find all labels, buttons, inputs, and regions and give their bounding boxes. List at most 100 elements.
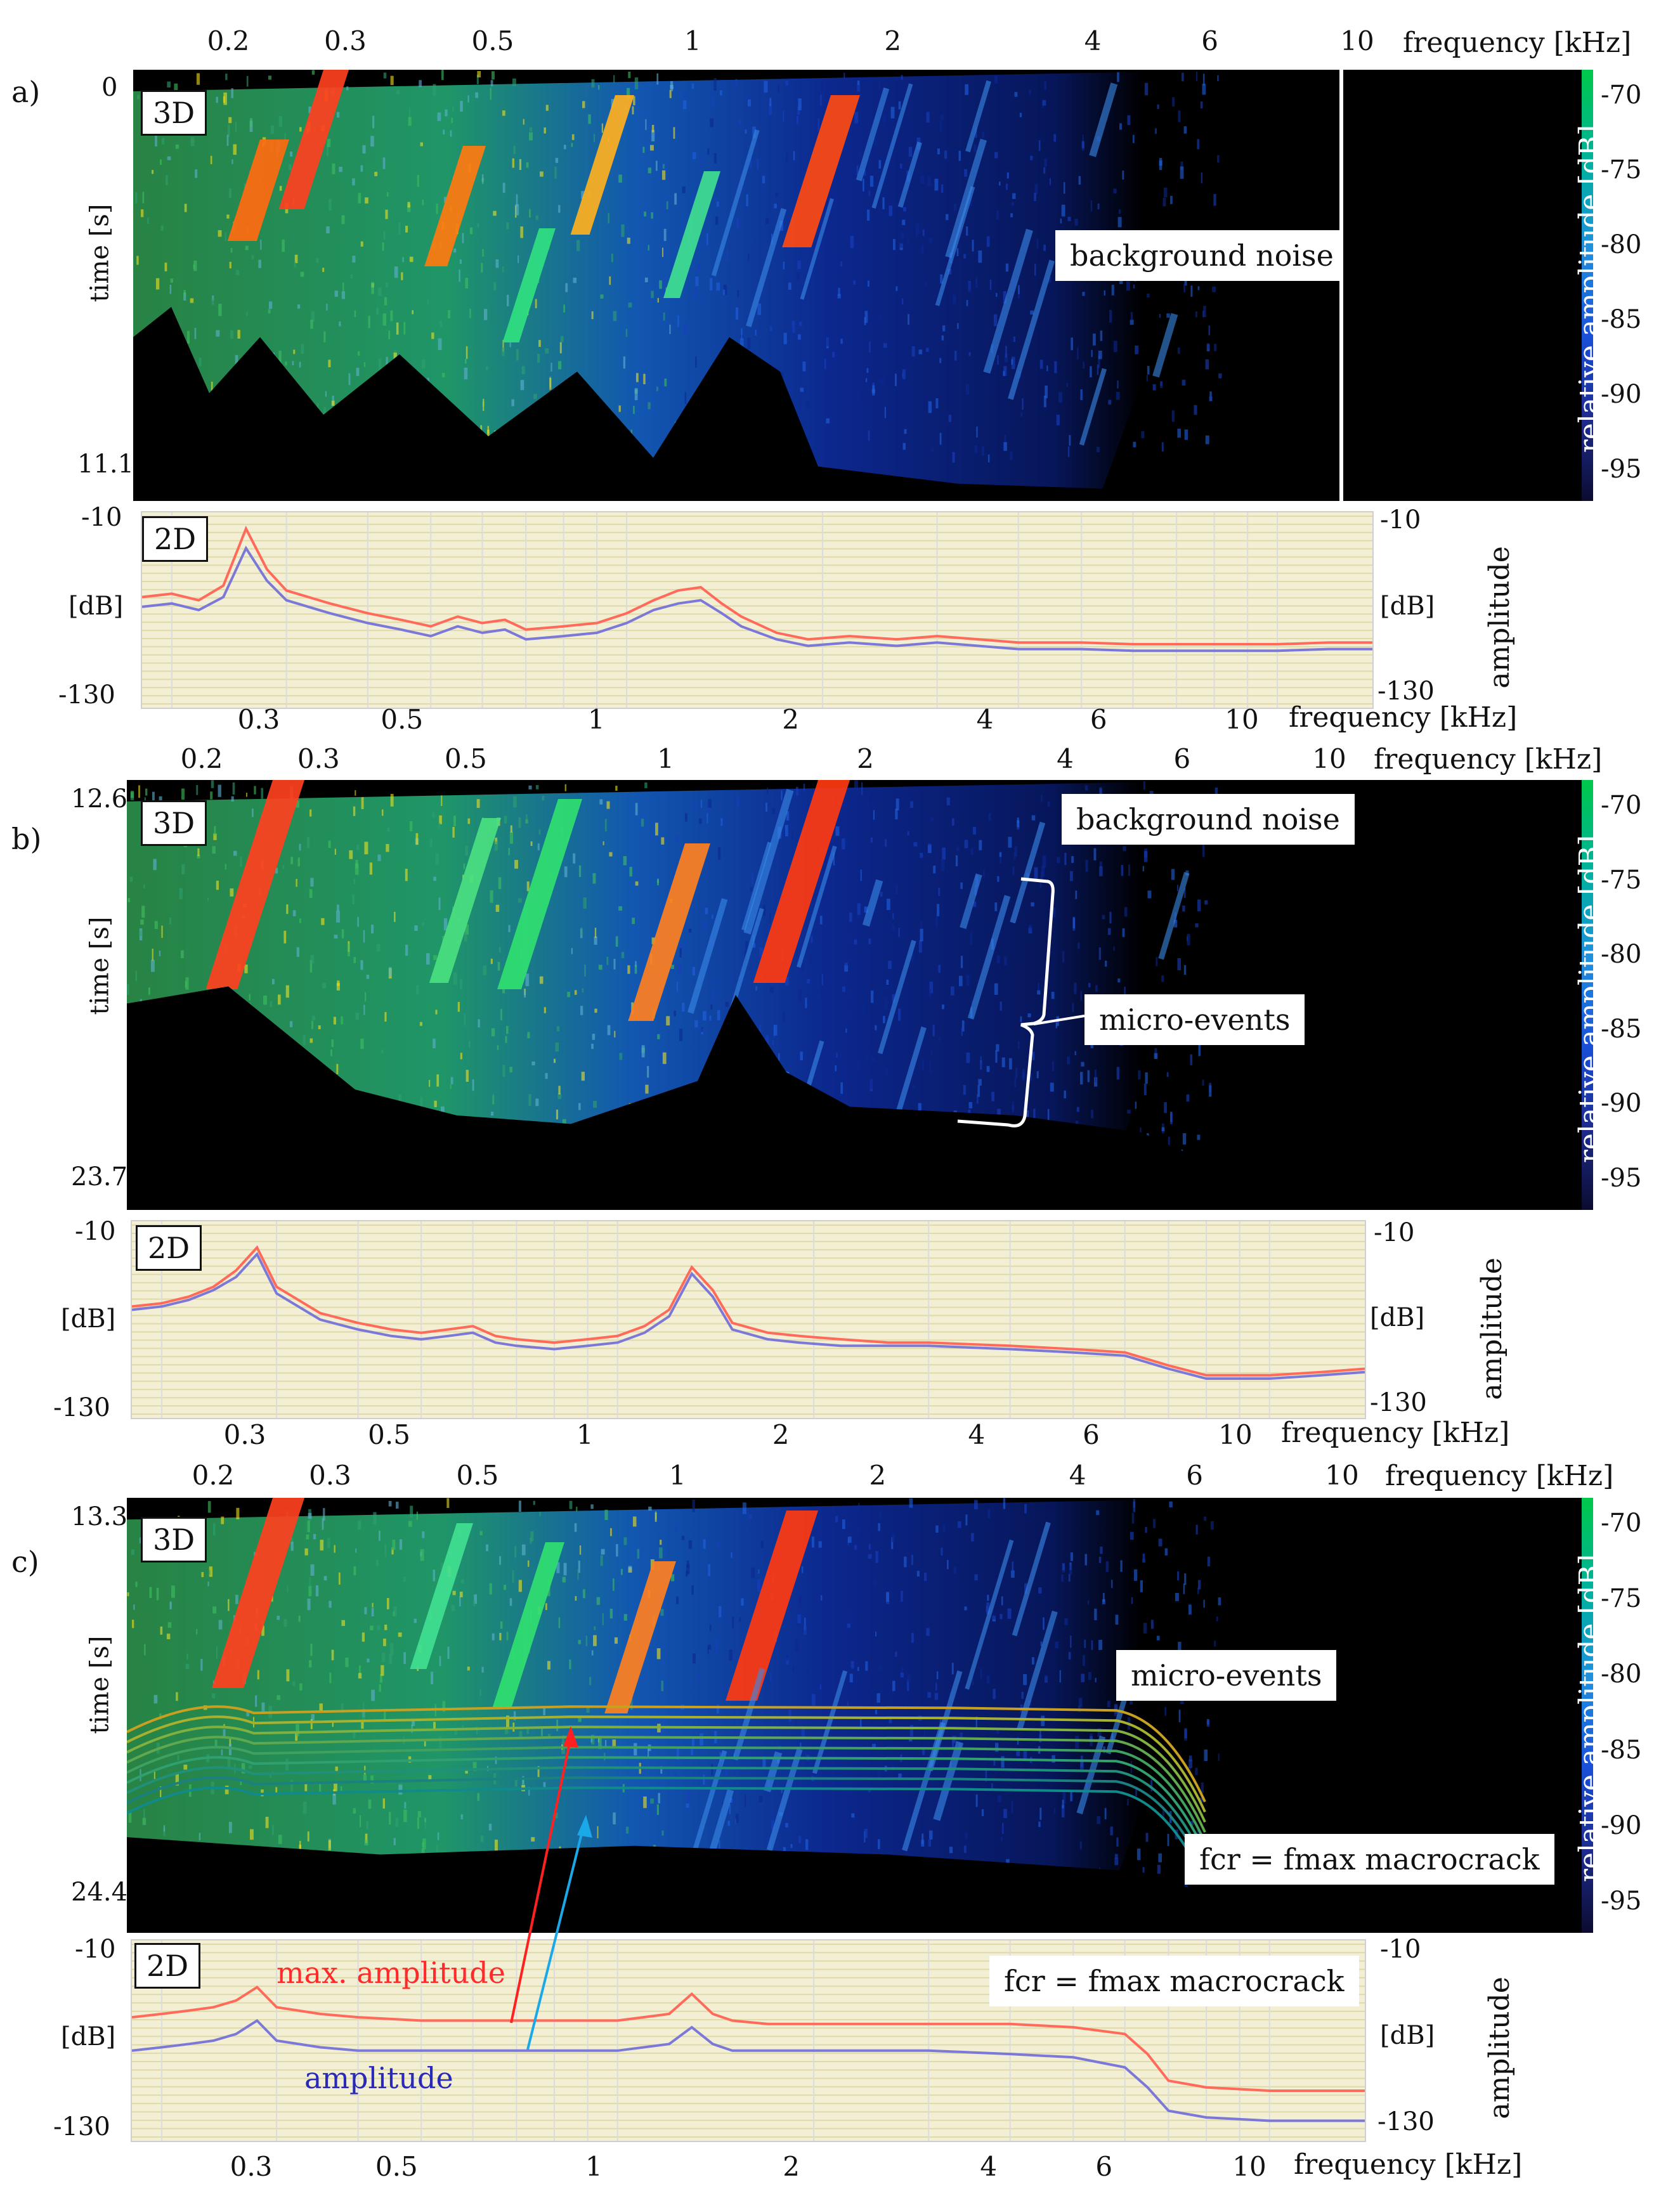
spectrogram-texture [159,951,161,956]
spectrogram-texture [695,276,699,287]
spectrogram-texture [543,1706,546,1716]
spectrogram-texture [337,980,340,986]
spectrogram-texture [453,249,457,253]
spectrogram-peak-ridge [424,146,486,266]
spectrogram-texture [358,351,360,356]
spectrogram-texture [675,835,678,842]
spectrogram-texture [884,998,889,1010]
spectrogram-texture [929,981,934,994]
spectrogram-texture [648,1506,652,1511]
spectrogram-texture [739,1617,741,1622]
spectrogram-texture [660,1766,663,1774]
spectrogram-texture [883,115,887,124]
spectrogram-texture [307,1831,309,1842]
spectrogram-texture [144,1644,146,1656]
spectrogram-texture [476,74,479,84]
spectrogram-texture [323,407,326,417]
spectrogram-texture [462,1725,464,1731]
spectrogram-texture [196,1628,198,1635]
frequency-tick-label: 4 [1069,1460,1086,1491]
spectrogram-texture [212,1693,216,1699]
spectrogram-texture [904,429,907,434]
spectrogram-texture [726,250,729,261]
spectrogram-texture [1164,1548,1168,1556]
spectrogram-texture [1164,1102,1167,1114]
spectrogram-texture [680,943,684,949]
spectrogram-texture [1166,1072,1169,1077]
spectrogram-texture [1114,1857,1119,1866]
spectrogram-texture [183,290,186,296]
spectrogram-texture [535,784,539,789]
spectrogram-texture [898,928,900,937]
spectrogram-texture [436,1845,438,1854]
spectrogram-texture [688,1540,693,1549]
annotation-background-noise: background noise [1055,230,1348,281]
spectrogram-texture [854,112,859,124]
spectrogram-texture [467,95,469,103]
spectrogram-texture [1054,361,1057,374]
spectrogram-texture [540,171,544,177]
spectrogram-texture [1037,990,1041,995]
spectrogram-texture [920,852,923,858]
spectrogram-texture [371,282,374,294]
spectrogram-texture [555,1042,559,1052]
spectrogram-texture [512,158,515,168]
spectrogram-texture [674,1772,677,1779]
spectrogram-texture [817,118,819,131]
spectrogram-texture [618,906,623,911]
spectrogram-texture [275,1787,278,1794]
spectrogram-texture [785,824,788,836]
spectrogram-texture [756,159,759,170]
spectrogram-texture [770,1673,772,1681]
spectrogram-texture [818,1541,822,1548]
frequency-tick-label: 0.3 [324,25,367,56]
spectrogram-texture [648,402,651,410]
spectrogram-texture [531,1061,535,1066]
spectrogram-texture [1184,1573,1187,1585]
spectrogram-texture [578,1640,581,1644]
spectrogram-texture [403,1809,407,1822]
spectrogram-texture [988,813,991,821]
spectrogram-texture [759,1024,761,1034]
spectrogram-texture [342,282,344,292]
spectrogram-texture [812,1607,814,1612]
spectrogram-texture [416,1511,419,1520]
frequency-tick-label: 2 [857,743,874,774]
spectrogram-texture [994,314,998,327]
spectrogram-texture [773,1025,778,1036]
spectrogram-texture [252,809,254,817]
time-end: 11.1 [77,450,134,479]
spectrogram-texture [686,1564,690,1575]
spectrogram-texture [453,972,457,985]
spectrogram-texture [144,797,146,803]
spectrogram-texture [857,1062,860,1069]
spectrogram-texture [154,921,158,929]
spectrogram-texture [606,956,609,965]
spectrogram-texture [835,826,840,836]
spectrogram-texture [1047,1108,1050,1121]
spectrogram-texture [717,201,719,207]
spectrogram-texture [1135,345,1139,354]
spectrogram-texture [1004,353,1008,363]
spectrogram-texture [170,278,174,283]
micro-events-brace [957,877,1085,1127]
spectrogram-texture [1011,1570,1015,1578]
spectrogram-texture [364,841,368,855]
spectrogram-texture [396,1502,399,1509]
spectrogram-texture [330,1049,332,1056]
spectrogram-texture [562,1576,566,1583]
spectrogram-texture [710,118,714,127]
spectrogram-texture [296,800,299,808]
spectrogram-texture [407,204,411,212]
spectrogram-texture [986,236,990,247]
spectrogram-texture [1064,852,1067,866]
spectrogram-texture [432,812,435,818]
spectrogram-texture [454,1727,457,1735]
spectrogram-texture [271,1595,273,1602]
spectrogram-texture [857,903,861,915]
spectrogram-texture [278,116,283,127]
spectrogram-texture [303,1801,307,1814]
spectrogram-texture [525,973,530,987]
spectrogram-texture [669,324,671,334]
spectrogram-texture [681,1003,685,1012]
